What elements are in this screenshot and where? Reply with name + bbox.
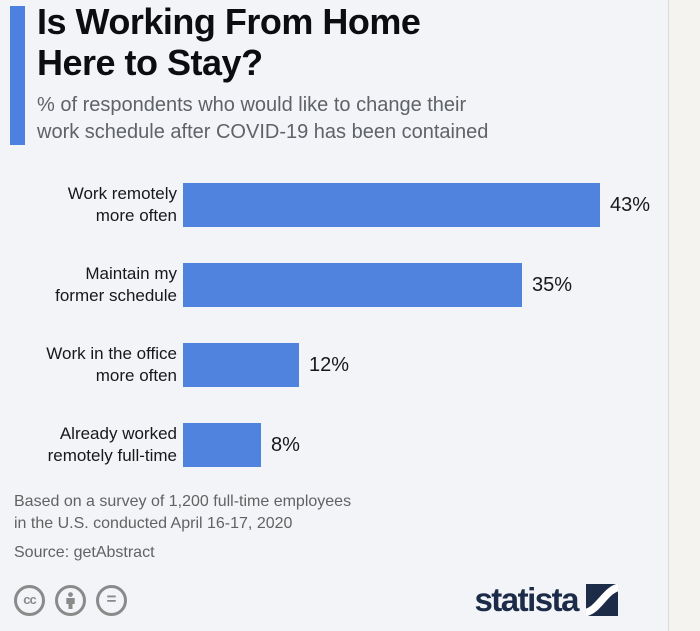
statista-logo[interactable]: statista xyxy=(474,583,618,617)
value-label: 35% xyxy=(532,273,573,296)
license-icons: cc = xyxy=(14,585,127,616)
category-label: Already worked remotely full-time xyxy=(0,423,177,467)
title-accent-bar xyxy=(10,6,25,145)
chart-row: Work remotely more often 43% xyxy=(0,165,668,245)
category-label-line: Work in the office xyxy=(46,344,177,363)
bar xyxy=(183,423,261,467)
chart-row: Work in the office more often 12% xyxy=(0,325,668,405)
category-label: Work in the office more often xyxy=(0,343,177,387)
bar-chart: Work remotely more often 43% Maintain my… xyxy=(0,165,668,485)
category-label-line: former schedule xyxy=(55,286,177,305)
infographic-panel: Is Working From Home Here to Stay? % of … xyxy=(0,0,669,631)
category-label-line: Maintain my xyxy=(85,264,177,283)
bar xyxy=(183,263,522,307)
cc-license-icon[interactable]: cc xyxy=(14,585,45,616)
category-label: Work remotely more often xyxy=(0,183,177,227)
title-line-1: Is Working From Home xyxy=(37,1,421,42)
bar xyxy=(183,343,299,387)
cc-label: cc xyxy=(23,592,37,607)
cc-by-attribution-icon[interactable] xyxy=(55,585,86,616)
nd-label: = xyxy=(106,589,117,608)
chart-subtitle: % of respondents who would like to chang… xyxy=(37,92,488,146)
title-line-2: Here to Stay? xyxy=(37,42,263,83)
source-line: Source: getAbstract xyxy=(14,544,155,561)
value-label: 8% xyxy=(271,433,300,456)
statista-logo-mark-icon xyxy=(586,584,618,616)
page-title: Is Working From Home Here to Stay? xyxy=(37,1,421,83)
chart-row: Maintain my former schedule 35% xyxy=(0,245,668,325)
survey-note: Based on a survey of 1,200 full-time emp… xyxy=(14,491,351,535)
cc-nd-noderivatives-icon[interactable]: = xyxy=(96,585,127,616)
bar xyxy=(183,183,600,227)
category-label-line: remotely full-time xyxy=(47,446,177,465)
subtitle-line-1: % of respondents who would like to chang… xyxy=(37,94,467,116)
category-label: Maintain my former schedule xyxy=(0,263,177,307)
category-label-line: more often xyxy=(95,366,177,385)
survey-note-line: Based on a survey of 1,200 full-time emp… xyxy=(14,493,352,510)
footer: Based on a survey of 1,200 full-time emp… xyxy=(14,491,351,564)
category-label-line: Work remotely xyxy=(67,184,177,203)
category-label-line: Already worked xyxy=(59,424,177,443)
statista-wordmark: statista xyxy=(474,581,579,618)
value-label: 12% xyxy=(309,353,350,376)
survey-note-line: in the U.S. conducted April 16-17, 2020 xyxy=(14,515,293,532)
subtitle-line-2: work schedule after COVID-19 has been co… xyxy=(37,121,489,143)
chart-row: Already worked remotely full-time 8% xyxy=(0,405,668,485)
category-label-line: more often xyxy=(95,206,177,225)
person-icon xyxy=(66,592,75,609)
value-label: 43% xyxy=(610,193,651,216)
